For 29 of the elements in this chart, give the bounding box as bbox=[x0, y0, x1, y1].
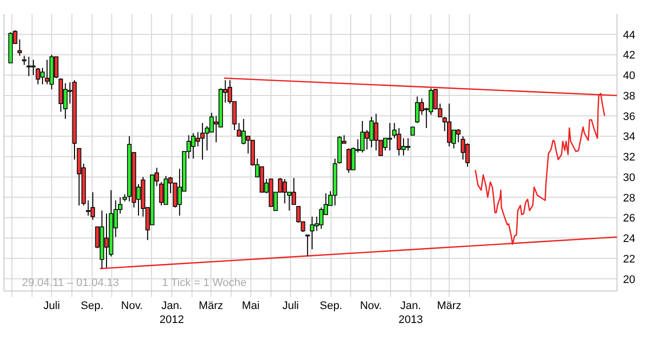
y-tick-label: 22 bbox=[623, 253, 636, 266]
x-tick-label: Nov. bbox=[121, 300, 143, 312]
y-tick-label: 34 bbox=[623, 131, 636, 144]
candlestick bbox=[26, 56, 32, 77]
x-tick-label: März bbox=[437, 300, 462, 312]
annotation: 1 Tick = 1 Woche bbox=[162, 277, 246, 289]
y-tick-label: 42 bbox=[623, 50, 636, 62]
x-tick-label: Mai bbox=[242, 300, 260, 312]
y-tick-label: 24 bbox=[623, 233, 636, 246]
y-tick-label: 30 bbox=[623, 172, 636, 184]
x-tick-label: Nov. bbox=[360, 300, 382, 312]
y-tick-label: 28 bbox=[623, 192, 636, 204]
x-tick-label: Jan. 2012 bbox=[160, 300, 184, 326]
y-tick-label: 32 bbox=[623, 152, 636, 164]
y-tick-label: 40 bbox=[623, 70, 636, 82]
y-tick-label: 36 bbox=[623, 110, 636, 123]
y-tick-label: 38 bbox=[623, 90, 636, 102]
candlestick bbox=[406, 138, 410, 151]
x-tick-label: Sep. bbox=[320, 300, 342, 312]
candlestick bbox=[22, 55, 26, 66]
x-tick-label: Juli bbox=[43, 300, 60, 312]
x-tick-label: Sep. bbox=[80, 300, 104, 312]
annotation: 29.04.11 – 01.04.13 bbox=[22, 277, 120, 289]
y-tick-label: 20 bbox=[623, 274, 636, 286]
x-tick-label: Juli bbox=[282, 300, 299, 312]
x-tick-label: Jan. 2013 bbox=[398, 300, 423, 326]
y-tick-label: 44 bbox=[623, 29, 636, 42]
y-tick-label: 26 bbox=[623, 212, 636, 225]
x-tick-label: März bbox=[198, 300, 224, 312]
